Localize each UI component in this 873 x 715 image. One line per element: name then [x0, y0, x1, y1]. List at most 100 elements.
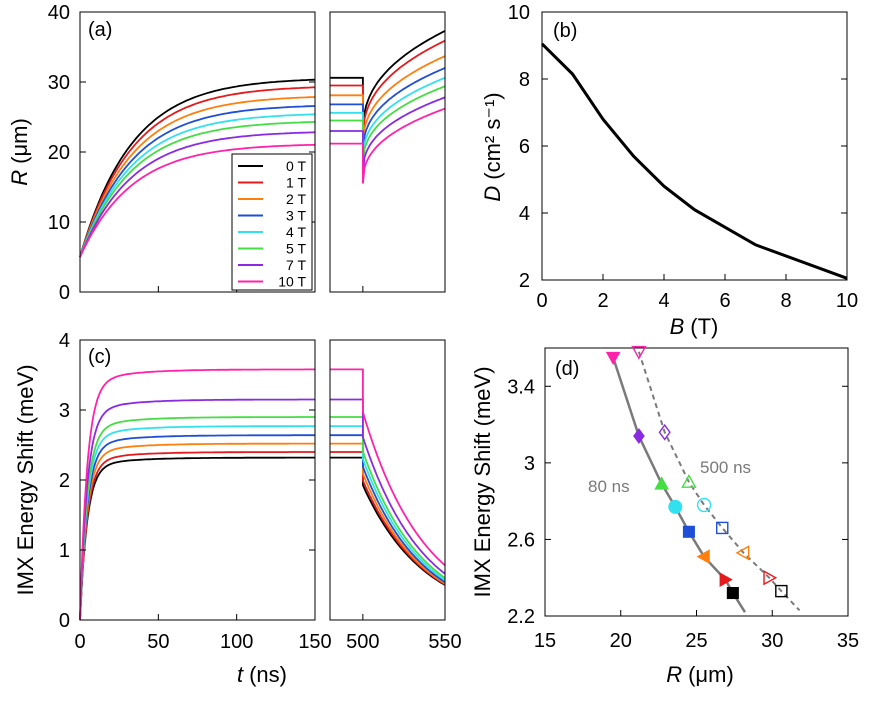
panel-d-xlabel-symbol: R	[666, 662, 682, 687]
panel-a-curve-1t	[79, 86, 316, 258]
panel-c-right-curve-7t	[330, 398, 446, 575]
panel-d-fit-80ns	[612, 357, 747, 613]
panel-a-ytick-1: 10	[48, 212, 70, 234]
panel-a-ytick-0: 0	[59, 282, 70, 304]
panel-c-right-curve-1t	[330, 451, 446, 586]
annotation-500ns: 500 ns	[700, 458, 751, 477]
panel-c-right-curve-4t	[330, 425, 446, 581]
panel-a-left-curves	[79, 78, 316, 258]
panel-c-curve-3t	[79, 434, 315, 621]
panel-b-ylabel-unit: (cm² s⁻¹)	[480, 92, 505, 179]
panel-b-xtick-10: 10	[836, 290, 858, 312]
legend-entry: 1 T	[286, 175, 306, 191]
panel-b-xtick-6: 6	[719, 290, 730, 312]
panel-c-xtick-500: 500	[346, 631, 379, 653]
panel-d-marker-500ns-0t	[775, 584, 788, 598]
panel-d-xtick-30: 30	[761, 630, 783, 652]
panel-d-xtick-20: 20	[610, 630, 632, 652]
panel-a-curve-7t	[79, 131, 316, 258]
panel-c-xtick-150: 150	[298, 631, 331, 653]
legend-entry: 10 T	[278, 274, 306, 290]
panel-d-xtick-15: 15	[534, 630, 556, 652]
panel-b-xtick-8: 8	[780, 290, 791, 312]
panel-a: 0 10 20 30 40 R (μm) (a) 0 T1 T2 T3 T4 T5…	[7, 2, 446, 304]
panel-c-ytick-2: 2	[59, 470, 70, 492]
legend-box	[231, 153, 313, 291]
panel-c-ytick-0: 0	[59, 610, 70, 632]
panel-a-right-curve-2t	[330, 55, 446, 148]
panel-c-xlabel: t (ns)	[237, 662, 287, 687]
panel-b-xlabel-unit: (T)	[690, 314, 718, 339]
panel-d-xtick-35: 35	[837, 630, 859, 652]
panel-d-ytick-3.4: 3.4	[507, 376, 535, 398]
panel-d-marker-500ns-10t	[631, 345, 647, 360]
panel-d-markers	[605, 345, 788, 600]
panel-c-ytick-4: 4	[59, 330, 70, 352]
panel-b-ticks	[541, 11, 848, 281]
panel-b-ytick-8: 8	[519, 69, 530, 91]
panel-c-curve-5t	[79, 416, 315, 621]
panel-c-left-frame	[79, 339, 316, 621]
panel-c: 0 1 2 3 4 0 50 100 150 500 550 IMX Energ…	[13, 330, 462, 687]
panel-c-curve-1t	[79, 451, 315, 621]
panel-d-marker-80ns-10t	[605, 351, 621, 366]
panel-d-marker-500ns-7t	[658, 423, 671, 441]
panel-c-xtick-50: 50	[147, 631, 169, 653]
panel-c-right-curve-2t	[330, 442, 446, 585]
panel-d-marker-80ns-7t	[633, 428, 645, 445]
panel-c-ytick-3: 3	[59, 400, 70, 422]
panel-b-ylabel-symbol: D	[480, 186, 505, 202]
panel-c-xtick-0: 0	[74, 631, 85, 653]
panel-c-xtick-100: 100	[220, 631, 253, 653]
panel-c-ylabel: IMX Energy Shift (meV)	[13, 364, 38, 595]
legend-entry: 7 T	[286, 257, 306, 273]
panel-c-right-curve-5t	[330, 416, 446, 579]
legend-entry: 3 T	[286, 208, 306, 224]
panel-d-ytick-3: 3	[524, 453, 535, 475]
panel-d-marker-500ns-3t	[716, 521, 729, 535]
panel-b-ytick-4: 4	[519, 203, 530, 225]
panel-a-right-frame	[329, 11, 446, 293]
panel-b-xlabel-symbol: B	[670, 314, 685, 339]
panel-d-marker-500ns-4t	[696, 497, 712, 513]
panel-d-xlabel: R (μm)	[666, 662, 734, 687]
panel-d: 2.2 2.6 3 3.4 15 20 25 30 35 IMX Energy …	[470, 345, 859, 687]
panel-b-xtick-4: 4	[658, 290, 669, 312]
panel-a-right-curve-1t	[330, 39, 446, 141]
panel-c-curve-7t	[79, 398, 315, 621]
panel-d-marker-80ns-2t	[696, 549, 710, 565]
panel-c-right-curves	[330, 368, 446, 586]
panel-c-right-curve-3t	[330, 434, 446, 583]
panel-a-ylabel-unit: (μm)	[7, 118, 32, 164]
panel-d-marker-500ns-2t	[735, 545, 750, 561]
panel-d-marker-80ns-4t	[668, 499, 683, 514]
panel-d-label: (d)	[555, 358, 579, 380]
panel-c-right-curve-10t	[330, 368, 446, 567]
panel-b-ytick-10: 10	[508, 2, 530, 24]
panel-c-left-curves	[79, 368, 315, 621]
panel-d-ticks	[544, 385, 849, 617]
panel-b: 2 4 6 8 10 0 2 4 6 8 10 D(cm² s⁻¹) B (T) …	[480, 2, 858, 339]
panel-d-fit-500ns	[637, 351, 801, 611]
panel-a-right-curves	[330, 30, 446, 184]
legend-entry: 4 T	[286, 224, 306, 240]
panel-d-marker-500ns-5t	[681, 474, 697, 488]
panel-b-label: (b)	[553, 20, 577, 42]
panel-d-marker-500ns-1t	[763, 570, 778, 586]
panel-b-ytick-2: 2	[519, 270, 530, 292]
panel-a-right-curve-5t	[330, 85, 446, 167]
panel-a-right-curve-4t	[330, 76, 446, 161]
panel-a-curve-5t	[79, 121, 316, 258]
panel-a-ytick-4: 40	[48, 2, 70, 24]
legend-entry: 2 T	[286, 191, 306, 207]
panel-a-curve-0t	[79, 78, 316, 258]
panel-b-ytick-6: 6	[519, 136, 530, 158]
panel-a-ylabel: R (μm)	[7, 118, 32, 186]
legend-entry: 0 T	[286, 158, 306, 174]
panel-b-xtick-0: 0	[536, 290, 547, 312]
panel-a-label: (a)	[88, 19, 112, 41]
annotation-80ns: 80 ns	[588, 477, 630, 496]
panel-d-xlabel-unit: (μm)	[688, 662, 734, 687]
